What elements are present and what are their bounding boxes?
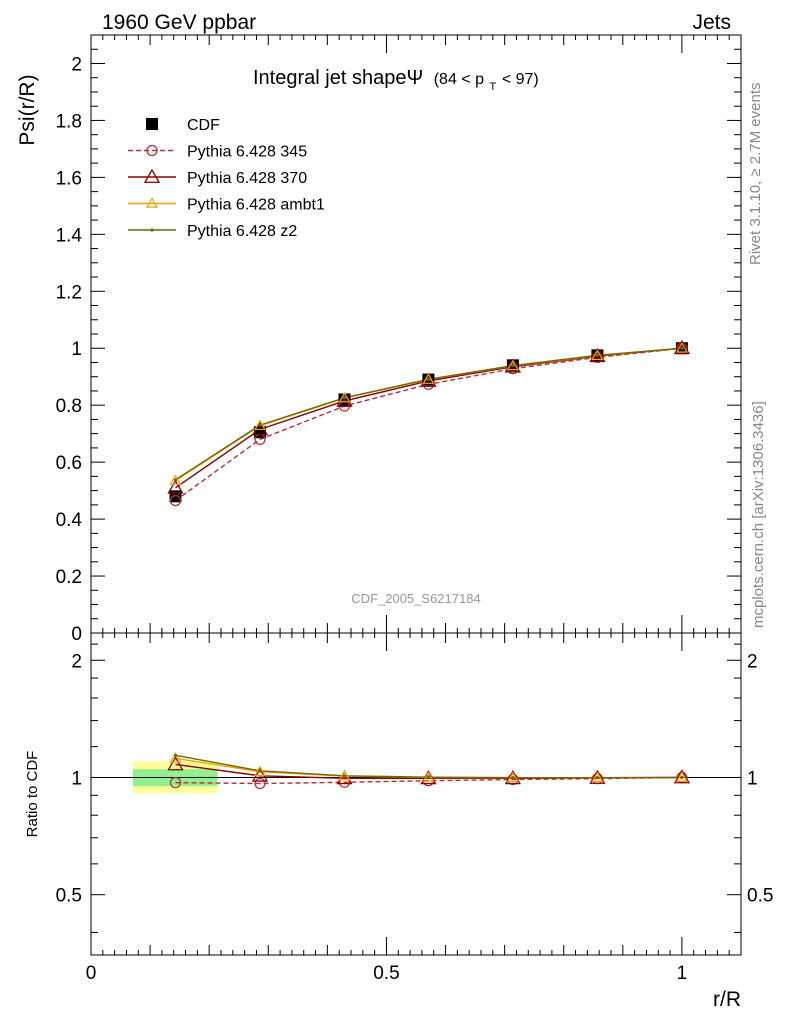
main-point-z2 [426,377,431,381]
ratio-point-p370 [504,770,522,785]
main-point-z2 [680,346,684,350]
legend-marker-p370 [143,168,161,183]
legend-marker-ambt1 [145,197,159,208]
ratio-point-z2 [595,776,600,780]
legend-marker-z2 [150,228,154,232]
main-y-tick-label: 1.2 [56,282,82,303]
x-tick-label: 0 [86,963,97,984]
main-point-p345 [169,494,182,507]
main-series-group [167,339,691,507]
legend-label-cdf: CDF [187,117,220,134]
main-point-ambt1 [675,342,688,353]
ratio-point-ambt1 [253,765,267,777]
mcplots-label: mcplots.cern.ch [arXiv:1306.3436] [750,401,767,628]
ratio-y-tick-label: 2 [71,651,82,672]
main-point-ambt1 [506,359,519,371]
ratio-point-p370 [167,756,184,771]
main-y-tick-label: 1 [71,339,82,360]
main-point-z2 [342,396,347,400]
main-point-ambt1 [169,474,182,486]
ratio-y-tick-label-right: 0.5 [747,886,773,907]
main-line-z2 [175,347,682,481]
main-point-z2 [511,364,515,368]
x-tick-label: 0.5 [373,963,399,984]
ratio-point-ambt1 [506,771,519,783]
main-point-p370 [251,421,269,436]
legend-label-ambt1: Pythia 6.428 ambt1 [187,197,325,214]
ratio-series-group [167,752,691,790]
main-y-tick-label: 0.2 [56,567,82,588]
legend-label-z2: Pythia 6.428 z2 [187,223,297,240]
chart-title-sub: T [490,81,497,93]
ratio-y-tick-label-right: 1 [747,768,758,789]
main-point-z2 [258,423,262,427]
main-point-p370 [167,479,184,494]
header-left: 1960 GeV ppbar [102,11,256,34]
legend-marker-cdf [146,118,158,130]
main-y-tick-label: 1.4 [56,225,83,246]
ratio-point-ambt1 [591,771,604,782]
ratio-y-tick-label: 0.5 [56,886,82,907]
ratio-point-p370 [673,769,691,784]
chart-title-end: < 97) [502,71,539,88]
header-right: Jets [692,11,731,34]
main-y-axis-label: Psi(r/R) [16,74,39,145]
main-point-ambt1 [591,349,604,360]
main-point-ambt1 [253,419,267,431]
main-line-p345 [175,347,682,502]
legend-marker-p345 [146,144,158,157]
main-y-tick-label: 0.4 [56,510,83,531]
main-point-z2 [173,478,178,482]
ratio-point-z2 [258,769,262,773]
ratio-point-p345 [169,776,182,789]
ratio-point-ambt1 [169,752,182,763]
ratio-point-z2 [426,775,431,779]
x-tick-label: 1 [677,963,688,984]
main-y-tick-label: 0 [71,624,82,645]
ratio-point-ambt1 [675,771,688,782]
ratio-plot-frame [90,632,742,956]
chart-title-suffix: (84 < p [434,71,484,88]
main-line-p370 [175,347,682,489]
ratio-point-z2 [511,776,515,780]
axis-ticks: 0 0.2 0.4 0.6 0.8 1 1.2 1.4 1.6 1.8 2 0 0.5 1 0.5 0.5 1 1… [56,34,773,984]
legend-label-p345: Pythia 6.428 345 [187,144,307,161]
ratio-point-ambt1 [338,769,351,781]
main-y-tick-label: 1.8 [56,111,82,132]
main-line-ambt1 [175,347,682,482]
rivet-label: Rivet 3.1.10, ≥ 2.7M events [747,83,764,266]
main-point-ambt1 [338,391,351,403]
ratio-point-z2 [680,775,684,780]
main-y-tick-label: 2 [71,54,82,75]
main-y-tick-label: 1.6 [56,168,82,189]
ratio-y-axis-label: Ratio to CDF [24,751,41,838]
main-point-z2 [595,353,600,357]
main-point-cdf [169,490,182,503]
analysis-watermark: CDF_2005_S6217184 [351,591,480,606]
ratio-y-tick-label-right: 2 [747,651,758,672]
ratio-point-p370 [589,769,606,784]
ratio-point-ambt1 [422,771,435,782]
main-point-p370 [589,347,606,363]
chart-title-main: Integral jet shapeΨ [253,67,423,89]
ratio-y-tick-label: 1 [71,768,82,789]
main-y-tick-label: 0.8 [56,396,82,417]
x-axis-label: r/R [713,988,741,1011]
legend-label-p370: Pythia 6.428 370 [187,170,307,187]
ratio-point-z2 [342,774,347,778]
ratio-point-p345 [254,777,266,790]
main-y-tick-label: 0.6 [56,453,82,474]
chart-title: Integral jet shapeΨ (84 < p T < 97) [253,67,539,95]
ratio-point-z2 [173,753,178,757]
legend: CDF Pythia 6.428 345 Pythia 6.428 370 Pythi… [128,117,325,240]
main-point-ambt1 [422,373,435,384]
main-point-p370 [673,339,691,355]
